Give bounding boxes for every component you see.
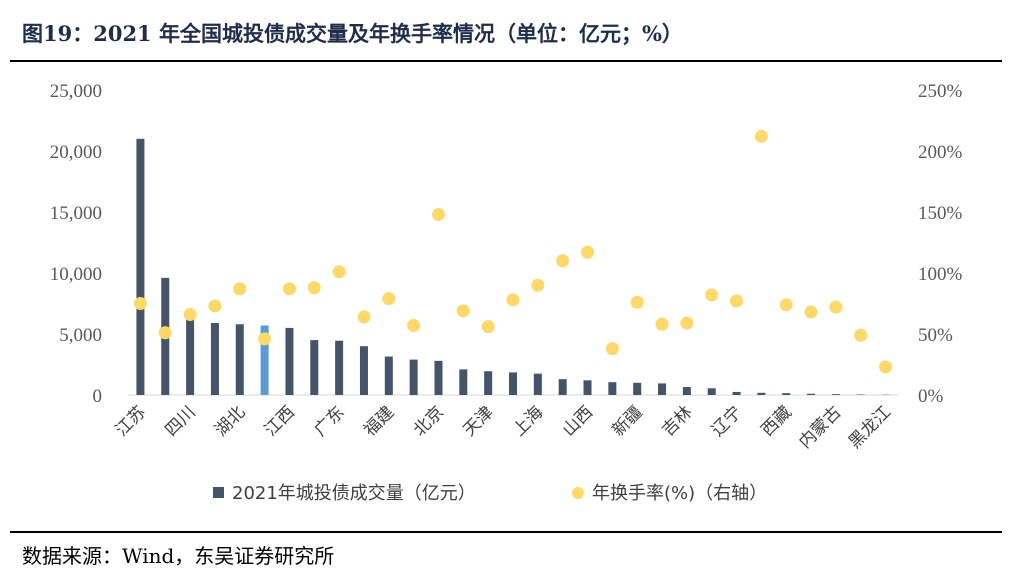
x-tick-label: 辽宁 [708,402,746,440]
bar-甘肃 [707,388,716,395]
turnover-dot-贵州 [506,293,520,307]
turnover-dot-天津 [481,320,495,334]
turnover-dot-河南 [357,310,371,324]
turnover-dot-上海 [531,278,545,292]
y-left-tick-label: 10,000 [50,264,102,285]
turnover-dot-云南 [556,254,570,268]
turnover-dot-西藏 [779,298,793,312]
x-tick-label: 上海 [509,402,547,440]
y-left-tick-label: 25,000 [50,81,102,102]
legend-dot-label: 年换手率(%)（右轴） [592,483,767,504]
turnover-dot-四川 [183,307,197,321]
turnover-dot-辽宁 [730,294,744,308]
x-tick-label: 福建 [360,402,398,440]
y-left-tick-label: 15,000 [50,203,102,224]
bar-山西 [583,380,592,395]
bar-广西 [608,382,617,395]
x-tick-label: 湖北 [211,402,249,440]
bar-天津 [484,371,493,395]
bar-内蒙古 [831,394,840,395]
turnover-dot-江西 [282,282,296,296]
turnover-dot-北京 [431,207,445,221]
turnover-dot-广西 [605,342,619,356]
y-left-tick-label: 20,000 [50,142,102,163]
x-tick-label: 北京 [410,402,448,440]
bar-西藏 [782,393,791,395]
x-tick-label: 西藏 [758,402,796,440]
y-right-tick-label: 50% [918,325,953,346]
data-source: 数据来源：Wind，东吴证券研究所 [22,544,335,568]
turnover-dot-青海 [804,305,818,319]
turnover-dot-山东 [208,299,222,313]
turnover-dot-山西 [581,245,595,259]
bar-广东 [335,340,344,395]
x-tick-label: 内蒙古 [795,402,845,452]
turnover-dot-重庆 [307,281,321,295]
turnover-dot-江苏 [133,297,147,310]
y-right-tick-label: 150% [918,203,963,224]
turnover-dot-海南 [854,328,868,342]
bar-陕西 [459,369,468,395]
bar-上海 [533,373,542,395]
bar-四川 [186,316,195,395]
y-right-tick-label: 200% [918,142,963,163]
bar-重庆 [310,340,319,395]
bar-吉林 [682,387,691,395]
bar-河北 [658,383,667,395]
turnover-dot-新疆 [630,295,644,309]
y-right-tick-label: 100% [918,264,963,285]
bar-宁夏 [757,392,766,395]
footer-rule [10,531,1002,533]
y-right-tick-label: 250% [918,81,963,102]
bar-山东 [210,323,219,395]
x-tick-label: 江西 [261,402,299,440]
turnover-dot-内蒙古 [829,300,843,314]
chart: 0 5,000 10,000 15,000 20,000 25,000 0% 50% 100% 1… [50,81,963,504]
y-right-tick-label: 0% [918,386,944,407]
turnover-dot-安徽 [407,318,421,332]
turnover-dot-陕西 [456,304,470,318]
turnover-dot-宁夏 [754,129,768,143]
turnover-dot-湖北 [233,282,247,296]
legend-bar-swatch [213,487,224,498]
legend-bar-label: 2021年城投债成交量（亿元） [232,483,476,504]
x-tick-label: 吉林 [658,402,696,440]
turnover-dot-湖南 [258,332,272,346]
turnover-dot-黑龙江 [879,360,893,374]
bar-湖北 [235,324,244,395]
bar-新疆 [633,382,642,395]
chart-title: 图19：2021 年全国城投债成交量及年换手率情况（单位：亿元；%） [22,21,683,46]
bar-北京 [434,360,443,395]
bar-江苏 [136,138,145,396]
bar-河南 [359,346,368,395]
x-tick-label: 四川 [161,402,199,440]
title-rule [10,60,1002,62]
bar-青海 [807,393,816,395]
turnover-dot-福建 [382,292,396,306]
x-tick-label: 山西 [559,402,597,440]
bar-湖南 [260,325,269,395]
x-tick-label: 黑龙江 [845,402,895,452]
y-left-tick-label: 5,000 [59,325,102,346]
bar-云南 [558,379,567,395]
x-tick-label: 广东 [310,402,348,440]
turnover-dot-河北 [655,317,669,331]
legend-dot-swatch [572,487,584,499]
x-tick-label: 天津 [460,402,498,440]
turnover-dot-广东 [332,265,346,279]
bar-福建 [384,356,393,395]
bar-安徽 [409,359,418,395]
bar-辽宁 [732,391,741,395]
turnover-dot-甘肃 [705,288,719,302]
bar-贵州 [509,372,517,395]
turnover-dot-吉林 [680,316,694,330]
x-tick-label: 江苏 [112,402,150,440]
y-left-tick-label: 0 [93,386,103,407]
turnover-dot-浙江 [158,326,172,340]
bar-江西 [285,327,294,395]
x-tick-label: 新疆 [609,402,647,440]
